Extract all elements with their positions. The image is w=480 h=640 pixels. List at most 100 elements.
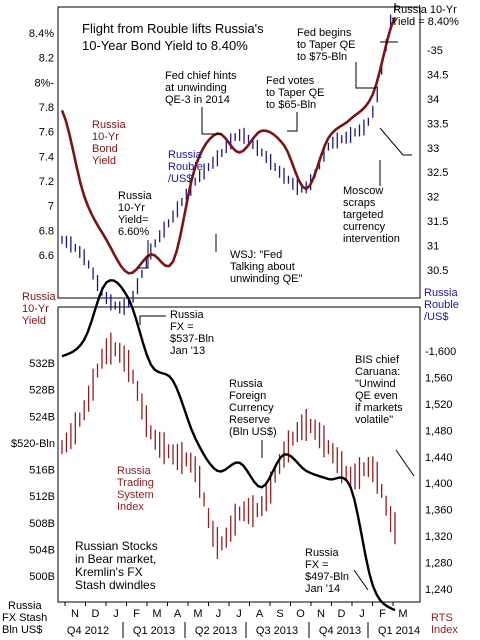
svg-text:volatile": volatile"	[355, 414, 393, 426]
axis-tick-label: 32	[427, 192, 439, 204]
svg-text:Fed votes: Fed votes	[266, 75, 315, 87]
rts-series	[61, 332, 396, 559]
annotation-wsj: WSJ: "Fed Talking about unwinding QE"	[215, 234, 302, 285]
svg-text:$497-Bln: $497-Bln	[305, 571, 349, 583]
svg-text:Russia: Russia	[8, 600, 43, 612]
svg-text:to $75-Bln: to $75-Bln	[297, 51, 347, 63]
svg-text:Yield=: Yield=	[118, 214, 148, 226]
axis-tick-label: 1,280	[425, 558, 453, 570]
x-axis-quarters: Q4 2012 Q1 2013 Q2 2013 Q3 2013 Q4 2013 Q1 20…	[67, 622, 420, 638]
bottom-right-axis-title: RTS Index	[431, 612, 458, 636]
axis-tick-label: 34.5	[427, 69, 448, 81]
svg-text:10-Yr: 10-Yr	[118, 202, 145, 214]
svg-text:Moscow: Moscow	[343, 185, 383, 197]
svg-text:QE even: QE even	[355, 390, 398, 402]
annotation-bond-label: Russia 10-Yr Bond Yield	[92, 119, 127, 167]
x-month-label: J	[216, 608, 222, 620]
svg-text:QE-3 in 2014: QE-3 in 2014	[165, 94, 230, 106]
svg-text:Jan '14: Jan '14	[305, 583, 340, 595]
x-month-label: M	[398, 608, 407, 620]
x-month-label: M	[152, 608, 161, 620]
svg-text:Rouble: Rouble	[424, 299, 459, 311]
annotation-fed-taper-75: Fed begins to Taper QE to $75-Bln	[297, 27, 398, 89]
svg-text:"Unwind: "Unwind	[355, 378, 396, 390]
svg-text:Kremlin's FX: Kremlin's FX	[75, 565, 143, 579]
x-quarter-label: Q3 2013	[256, 625, 298, 637]
axis-tick-label: 1,360	[425, 505, 453, 517]
axis-tick-label: 7.4	[39, 151, 54, 163]
axis-tick-label: 30.5	[427, 265, 448, 277]
axis-tick-label: 7.8	[39, 102, 54, 114]
axis-tick-label: 33.5	[427, 118, 448, 130]
axis-tick-label: 32.5	[427, 167, 448, 179]
chart-title-line-2: 10-Year Bond Yield to 8.40%	[82, 38, 248, 53]
axis-tick-label: 1,560	[425, 372, 453, 384]
svg-text:Russia: Russia	[305, 547, 340, 559]
svg-text:Russia: Russia	[170, 309, 205, 321]
svg-text:Talking about: Talking about	[230, 261, 295, 273]
svg-text:targeted: targeted	[343, 209, 383, 221]
axis-tick-label: -35	[427, 45, 443, 57]
x-month-label: O	[296, 608, 305, 620]
svg-text:unwinding QE": unwinding QE"	[230, 273, 302, 285]
bottom-right-axis: -1,600 1,560 1,520 1,480 1,440 1,400 1,360 1,32…	[425, 346, 456, 596]
svg-text:Foreign: Foreign	[229, 390, 266, 402]
annotation-fx-497: Russia FX = $497-Bln Jan '14	[305, 547, 369, 595]
annotation-yield-660: Russia 10-Yr Yield= 6.60%	[118, 190, 153, 269]
axis-tick-label: 500B	[29, 571, 55, 583]
svg-text:Russian Stocks: Russian Stocks	[75, 539, 158, 553]
axis-tick-label: 1,320	[425, 531, 453, 543]
svg-text:Fed chief hints: Fed chief hints	[165, 70, 237, 82]
annotation-moscow: Moscow scraps targeted currency interven…	[343, 127, 412, 245]
x-month-label: A	[256, 608, 264, 620]
x-quarter-label: Q1 2013	[133, 625, 175, 637]
svg-text:Stash dwindles: Stash dwindles	[75, 578, 156, 592]
axis-tick-label: $520-Bln	[11, 438, 55, 450]
svg-text:Yield: Yield	[92, 155, 116, 167]
axis-tick-label: 8.2	[39, 53, 54, 65]
svg-text:Bln US$: Bln US$	[2, 624, 42, 636]
svg-text:in Bear market,: in Bear market,	[75, 552, 156, 566]
svg-text:Reserve: Reserve	[229, 414, 270, 426]
axis-tick-label: 532B	[29, 358, 55, 370]
svg-text:/US$: /US$	[168, 173, 192, 185]
svg-text:/US$: /US$	[424, 311, 448, 323]
axis-tick-label: 6.6	[39, 250, 54, 262]
axis-tick-label: 33	[427, 143, 439, 155]
axis-tick-label: 1,480	[425, 425, 453, 437]
annotation-reserve: Russia Foreign Currency Reserve (Bln US$…	[229, 378, 277, 458]
svg-text:$537-Bln: $537-Bln	[170, 333, 214, 345]
bottom-left-axis: 532B 528B 524B $520-Bln 516B 512B 508B 504B 500B	[11, 358, 55, 583]
axis-tick-label: 7.2	[39, 176, 54, 188]
axis-tick-label: 6.8	[39, 225, 54, 237]
svg-text:WSJ: "Fed: WSJ: "Fed	[230, 249, 282, 261]
svg-text:10-Yr: 10-Yr	[92, 131, 119, 143]
x-month-label: N	[317, 608, 325, 620]
chart-title-line-1: Flight from Rouble lifts Russia's	[82, 21, 264, 36]
svg-text:Russia: Russia	[168, 149, 203, 161]
axis-tick-label: 1,520	[425, 399, 453, 411]
axis-tick-label: 7	[48, 201, 54, 213]
annotation-bear-market: Russian Stocks in Bear market, Kremlin's…	[75, 539, 158, 592]
svg-text:to Taper QE: to Taper QE	[266, 87, 325, 99]
axis-tick-label: 1,240	[425, 584, 453, 596]
svg-text:Fed begins: Fed begins	[297, 27, 352, 39]
svg-text:Russia: Russia	[118, 190, 153, 202]
svg-text:Russia: Russia	[92, 119, 127, 131]
annotation-rouble-label: Russia Rouble /US$	[168, 149, 203, 185]
axis-tick-label: 1,440	[425, 452, 453, 464]
x-month-label: A	[174, 608, 182, 620]
x-month-label: F	[133, 608, 140, 620]
axis-tick-label: 8.4%	[29, 28, 54, 40]
top-right-axis: -35 34.5 34 33.5 33 32.5 32 31.5 31 30.5	[427, 45, 448, 277]
svg-text:Index: Index	[431, 624, 458, 636]
top-plot-frame	[57, 6, 421, 299]
x-month-label: M	[193, 608, 202, 620]
svg-text:scraps: scraps	[343, 197, 376, 209]
svg-text:to $65-Bln: to $65-Bln	[266, 99, 316, 111]
svg-text:to Taper QE: to Taper QE	[297, 39, 356, 51]
svg-text:currency: currency	[343, 221, 386, 233]
bottom-left-axis-title: Russia FX Stash Bln US$	[2, 600, 47, 636]
axis-tick-label: 504B	[29, 544, 55, 556]
